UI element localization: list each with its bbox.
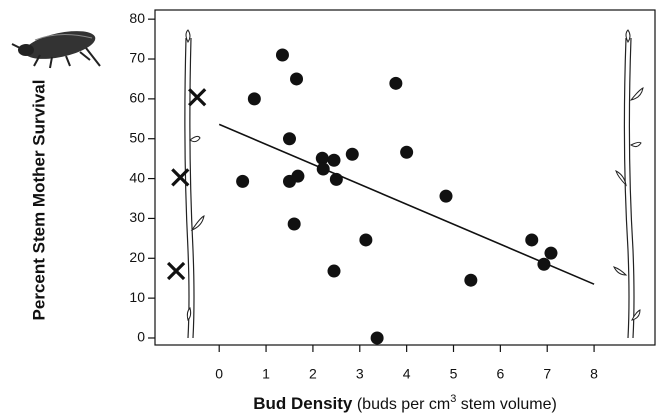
- data-point: [400, 145, 414, 159]
- y-tick-label: 30: [129, 209, 145, 225]
- data-point: [544, 246, 558, 260]
- data-point: [464, 273, 478, 287]
- data-point: [327, 264, 341, 278]
- data-point: [389, 76, 403, 90]
- cross-marker: [171, 168, 190, 187]
- data-point: [329, 172, 343, 186]
- left-stem: [184, 29, 205, 339]
- y-tick-label: 70: [129, 50, 145, 66]
- data-point: [287, 217, 301, 231]
- data-point: [316, 162, 330, 176]
- x-tick-label: 8: [590, 366, 598, 382]
- cross-marker: [166, 261, 186, 281]
- x-axis-label-sup: 3: [450, 393, 456, 405]
- x-tick-label: 4: [403, 366, 411, 382]
- y-tick-label: 10: [129, 289, 145, 305]
- data-point: [525, 233, 539, 247]
- x-tick-label: 7: [543, 366, 551, 382]
- data-point: [315, 151, 329, 165]
- insect-illustration: [11, 31, 101, 69]
- data-point: [282, 132, 296, 146]
- data-point: [275, 48, 289, 62]
- fit-line: [218, 123, 595, 285]
- y-tick-label: 40: [129, 169, 145, 185]
- plot-frame: [154, 9, 656, 346]
- y-tick-label: 20: [129, 249, 145, 265]
- cross-marker: [188, 88, 207, 107]
- y-tick-label: 50: [129, 129, 145, 145]
- data-point: [327, 153, 341, 167]
- x-axis-label-main: Bud Density: [253, 394, 353, 413]
- x-tick-label: 5: [450, 366, 458, 382]
- data-point: [290, 72, 304, 86]
- y-axis-label: Percent Stem Mother Survival: [29, 80, 48, 321]
- data-point: [370, 331, 384, 345]
- x-tick-label: 0: [215, 366, 223, 382]
- data-point: [345, 147, 359, 161]
- x-tick-label: 2: [309, 366, 317, 382]
- y-tick-label: 0: [137, 329, 145, 345]
- x-tick-label: 3: [356, 366, 364, 382]
- x-tick-label: 1: [262, 366, 270, 382]
- y-tick-label: 60: [129, 90, 145, 106]
- data-point: [247, 92, 261, 106]
- data-point: [291, 169, 305, 183]
- y-tick-label: 80: [129, 10, 145, 26]
- data-point: [236, 174, 250, 188]
- data-point: [359, 233, 373, 247]
- x-axis-label-unit: (buds per cm: [352, 396, 450, 413]
- data-point: [439, 189, 453, 203]
- x-axis-label-unit-end: stem volume): [456, 396, 556, 413]
- data-point: [537, 257, 551, 271]
- x-axis-label: Bud Density (buds per cm3 stem volume): [253, 393, 557, 414]
- x-tick-label: 6: [496, 366, 504, 382]
- right-stem: [613, 29, 644, 339]
